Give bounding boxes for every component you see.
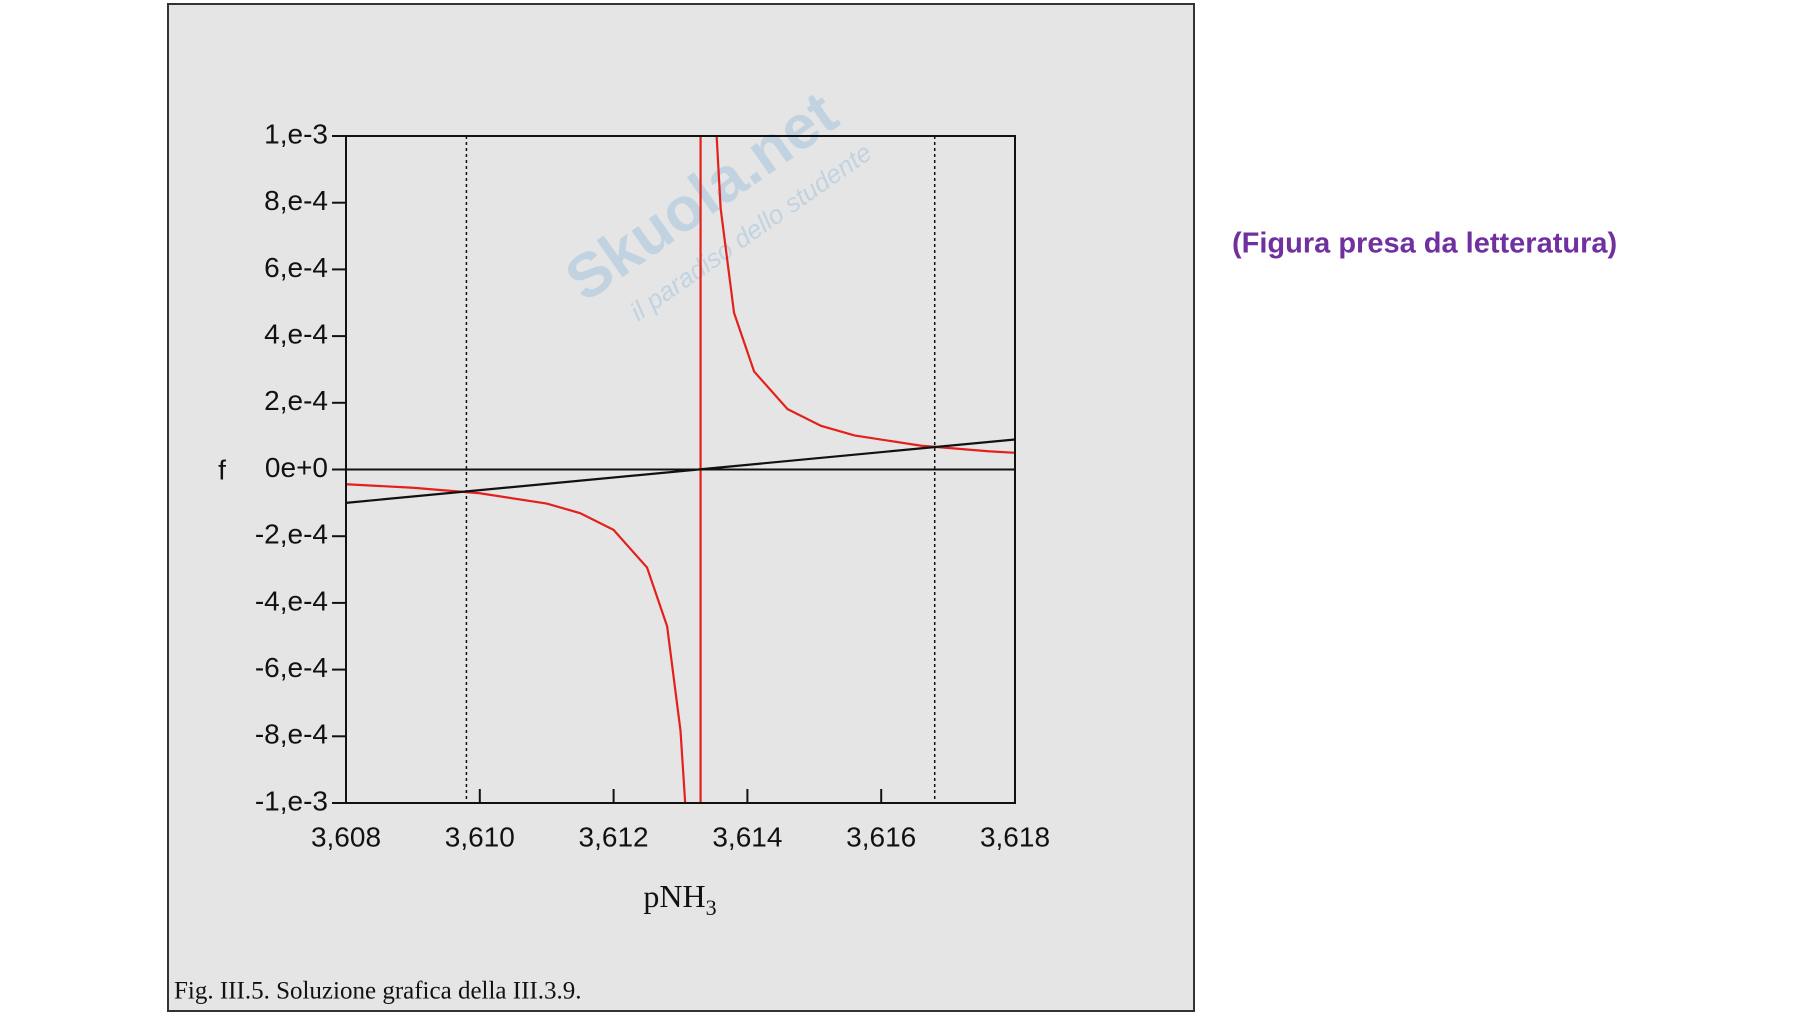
figure-caption: Fig. III.5. Soluzione grafica della III.… — [174, 978, 582, 1005]
x-axis-label: pNH3 — [643, 878, 716, 920]
figure-frame — [167, 3, 1195, 1012]
data-line — [346, 136, 1015, 803]
note-text: (Figura presa da letteratura) — [1232, 228, 1617, 260]
x-axis-label-main: pNH — [643, 878, 705, 914]
plot-area — [346, 136, 1015, 803]
data-line — [346, 438, 1015, 504]
x-tick-label: 3,612 — [579, 821, 649, 852]
plot-border — [345, 135, 1016, 804]
y-tick-label: -8,e-4 — [255, 719, 328, 750]
y-tick-label: 8,e-4 — [264, 185, 328, 216]
y-tick-label: 1,e-3 — [264, 118, 328, 149]
y-tick-label: -1,e-3 — [255, 785, 328, 816]
x-tick-label: 3,608 — [311, 821, 381, 852]
y-tick-label: 6,e-4 — [264, 252, 328, 283]
x-axis-label-sub: 3 — [706, 895, 717, 920]
x-tick-label: 3,610 — [445, 821, 515, 852]
x-tick-label: 3,618 — [980, 821, 1050, 852]
y-axis-label: f — [218, 454, 226, 485]
x-tick-label: 3,616 — [846, 821, 916, 852]
x-tick-label: 3,614 — [712, 821, 782, 852]
y-tick-label: 0e+0 — [265, 452, 328, 483]
y-tick-label: -4,e-4 — [255, 585, 328, 616]
y-tick-label: 2,e-4 — [264, 385, 328, 416]
y-tick-label: 4,e-4 — [264, 318, 328, 349]
y-tick-label: -2,e-4 — [255, 519, 328, 550]
y-tick-label: -6,e-4 — [255, 652, 328, 683]
